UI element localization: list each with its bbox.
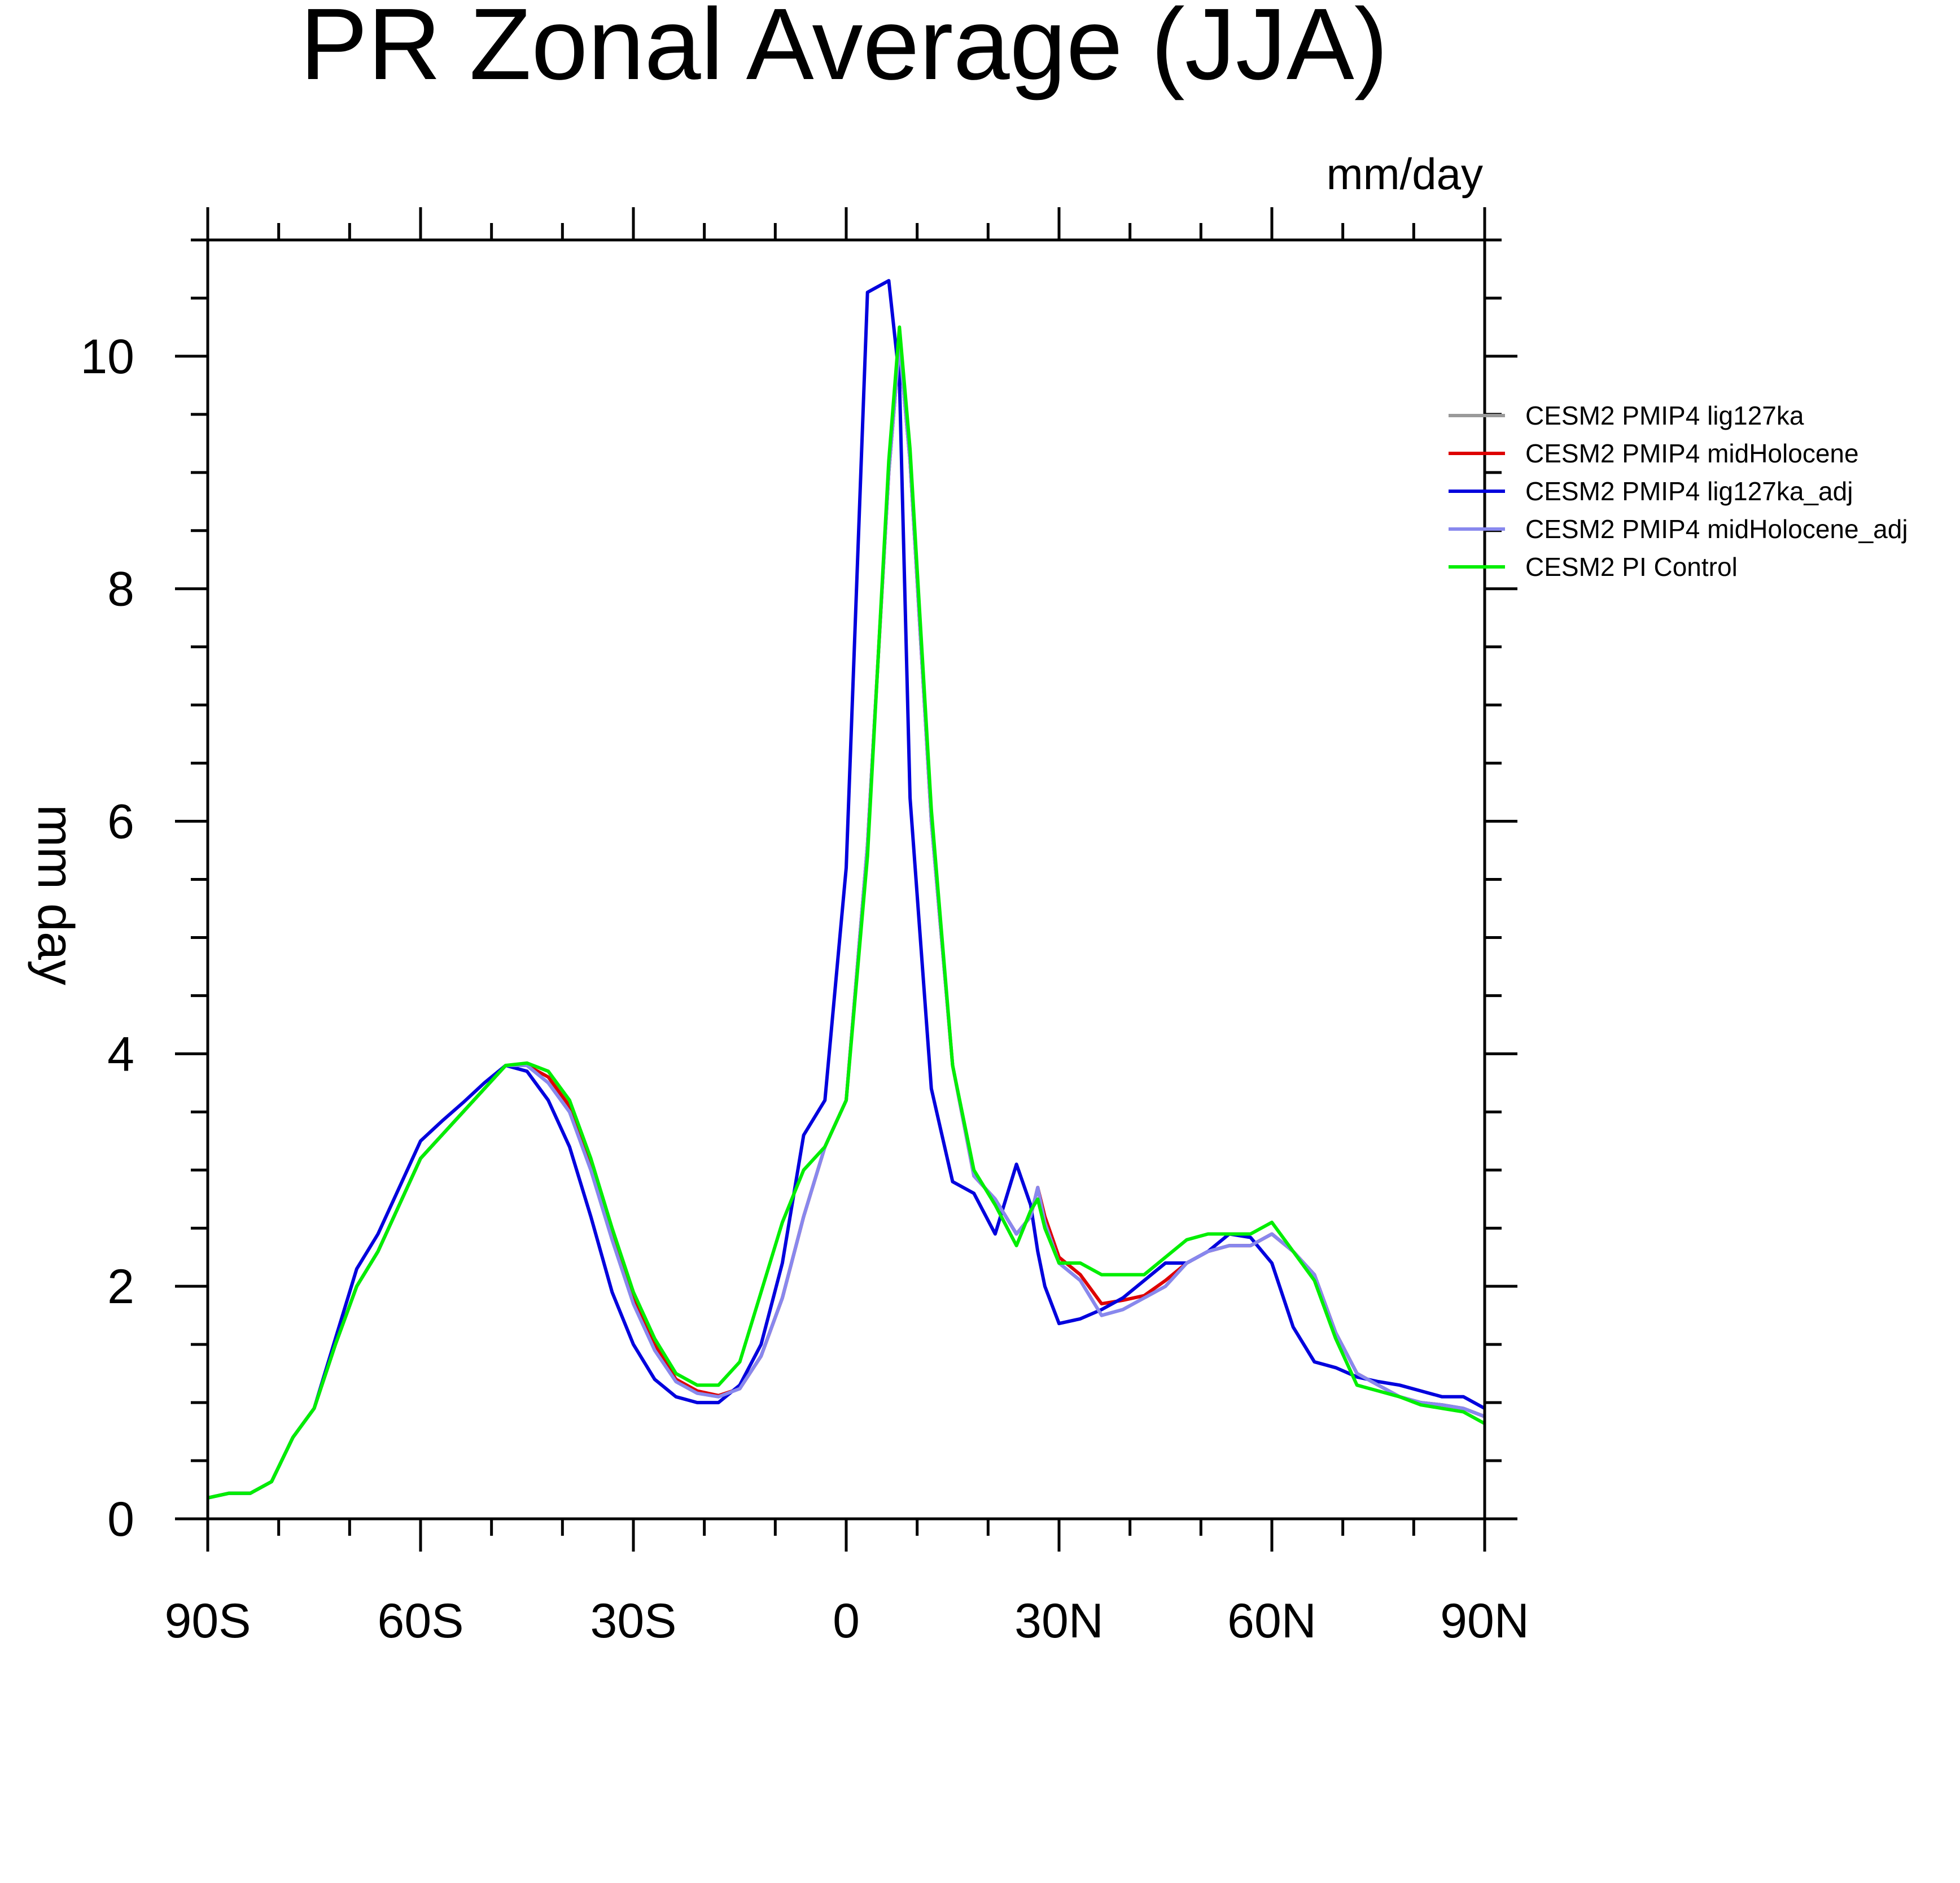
legend-label: CESM2 PMIP4 midHolocene_adj [1525,514,1908,544]
x-tick-label: 60N [1227,1594,1316,1648]
x-tick-label: 60S [377,1594,463,1648]
axis-ticks [175,207,1517,1552]
series-line-5 [207,325,1486,1500]
legend-label: CESM2 PMIP4 midHolocene [1525,439,1859,468]
chart-title: PR Zonal Average (JJA) [300,0,1388,101]
legend-label: CESM2 PI Control [1525,552,1738,582]
units-label: mm/day [1327,149,1483,199]
legend: CESM2 PMIP4 lig127ka CESM2 PMIP4 midHoloc… [1449,401,1908,582]
legend-label: CESM2 PMIP4 lig127ka_adj [1525,477,1853,506]
plot-lines [207,279,1486,1500]
x-tick-label: 90N [1440,1594,1529,1648]
series-line-3 [207,279,1486,1500]
y-tick-label: 8 [107,562,134,617]
x-tick-label: 30N [1014,1594,1104,1648]
y-tick-label: 10 [80,330,134,384]
y-tick-label: 6 [107,795,134,849]
legend-label: CESM2 PMIP4 lig127ka [1525,401,1804,430]
y-axis-label: mm day [27,805,84,985]
x-tick-label: 0 [833,1594,860,1648]
y-tick-label: 0 [107,1492,134,1546]
y-tick-label: 2 [107,1260,134,1314]
tick-labels: 90S 60S 30S 0 30N 60N 90N 0 2 4 6 8 10 [80,330,1529,1648]
x-tick-label: 90S [164,1594,251,1648]
y-tick-label: 4 [107,1027,134,1081]
x-tick-label: 30S [590,1594,676,1648]
